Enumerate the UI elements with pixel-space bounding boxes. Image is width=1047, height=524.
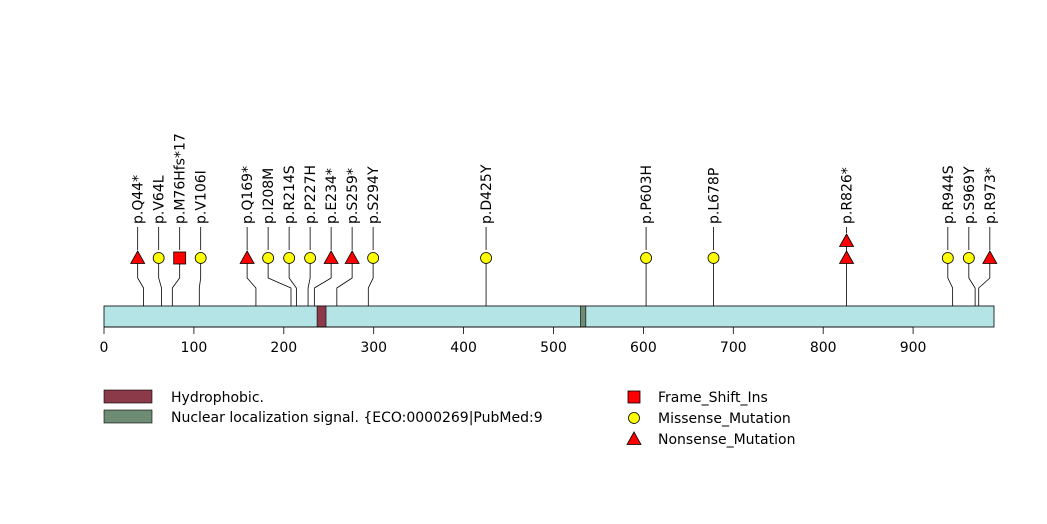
x-tick-label-800: 800 [810, 340, 837, 356]
marker-p-r826-1 [838, 250, 855, 264]
mutation-label-p-s969y: p.S969Y [962, 166, 978, 224]
mutation-label-p-r214s: p.R214S [282, 165, 298, 224]
marker-p-r826-2 [838, 233, 855, 247]
mutation-label-p-r826: p.R826* [840, 167, 856, 224]
stem-p-p227h [307, 258, 311, 306]
legend-swatch-domain-2 [103, 409, 153, 424]
legend-marker-nonsense-mutation [626, 431, 642, 445]
protein-backbone [103, 305, 995, 328]
stem-p-s259 [336, 258, 353, 306]
marker-p-e234 [323, 250, 339, 264]
marker-p-q44 [129, 250, 146, 264]
mutation-label-p-v106i: p.V106I [194, 170, 210, 224]
marker-p-r973 [982, 250, 998, 264]
mutation-label-p-e234: p.E234* [324, 168, 340, 224]
mutation-label-p-p227h: p.P227H [303, 165, 319, 224]
stem-layer [137, 227, 991, 306]
mutation-label-p-q169: p.Q169* [240, 166, 256, 224]
mutation-label-p-m76hfs-17: p.M76Hfs*17 [173, 133, 189, 224]
marker-p-v106i [194, 252, 207, 264]
stem-p-q44 [137, 258, 144, 306]
marker-p-l678p [707, 252, 720, 264]
x-tick-label-400: 400 [450, 340, 477, 356]
mutation-label-p-p603h: p.P603H [639, 165, 655, 224]
domain-nuclear-localization-signal-ec [580, 305, 587, 328]
mutation-label-layer: p.Q44* p.V64L p.M76Hfs*17 p.V106I p.Q169* p.I… [131, 133, 999, 224]
mutation-label-p-i208m: p.I208M [261, 168, 277, 224]
protein-backbone-layer [103, 305, 995, 328]
legend: Hydrophobic. Nuclear localization signal.… [103, 389, 795, 448]
legend-label-missense-mutation: Missense_Mutation [658, 411, 791, 427]
x-tick-label-700: 700 [720, 340, 747, 356]
stem-p-r214s [288, 258, 297, 306]
stem-p-i208m [267, 258, 292, 306]
stem-p-s969y [968, 258, 976, 306]
stem-p-q169 [246, 258, 257, 306]
mutation-label-p-l678p: p.L678P [707, 168, 723, 224]
marker-p-v64l [152, 252, 165, 264]
stem-p-m76hfs-17 [171, 258, 181, 306]
marker-p-s969y [962, 252, 975, 264]
stem-p-s294y [367, 258, 374, 306]
mutation-label-p-s259: p.S259* [345, 168, 361, 224]
marker-p-s294y [367, 252, 380, 264]
stem-p-r973 [978, 258, 991, 306]
stem-p-e234 [313, 258, 332, 306]
x-tick-label-300: 300 [360, 340, 387, 356]
x-tick-label-200: 200 [270, 340, 297, 356]
x-tick-label-100: 100 [181, 340, 208, 356]
legend-swatch-domain-1 [103, 389, 153, 404]
stem-p-v106i [198, 258, 202, 306]
mutation-label-p-s294y: p.S294Y [366, 166, 382, 224]
legend-label-domain-1: Hydrophobic. [171, 390, 264, 406]
legend-label-domain-2: Nuclear localization signal. {ECO:000026… [171, 410, 543, 426]
x-tick-label-900: 900 [900, 340, 927, 356]
x-tick-label-600: 600 [630, 340, 657, 356]
stem-p-v64l [158, 258, 162, 306]
marker-p-p603h [640, 252, 652, 264]
mutation-label-p-d425y: p.D425Y [479, 164, 495, 224]
mutation-label-p-r944s: p.R944S [941, 165, 957, 224]
legend-label-frame-shift-ins: Frame_Shift_Ins [658, 390, 768, 406]
x-axis: 0 100 200 300 400 500 600 700 800 900 [100, 326, 927, 356]
marker-p-q169 [239, 250, 255, 264]
mutation-label-p-v64l: p.V64L [152, 175, 168, 224]
marker-p-d425y [480, 252, 492, 264]
domain-hydrophobic [316, 305, 327, 328]
marker-p-s259 [344, 250, 360, 264]
marker-p-m76hfs-17 [173, 251, 187, 265]
x-tick-label-500: 500 [540, 340, 567, 356]
legend-marker-missense-mutation [628, 412, 640, 424]
mutation-label-p-q44: p.Q44* [131, 175, 147, 224]
x-tick-label-0: 0 [100, 340, 109, 356]
marker-p-r944s [941, 252, 954, 264]
mutation-label-p-r973: p.R973* [983, 167, 999, 224]
marker-p-r214s [283, 252, 296, 264]
stem-p-r944s [947, 258, 954, 306]
legend-marker-frame-shift-ins [627, 390, 641, 404]
legend-label-nonsense-mutation: Nonsense_Mutation [658, 432, 795, 448]
marker-p-p227h [304, 252, 317, 264]
marker-p-i208m [262, 252, 275, 264]
marker-layer [129, 233, 998, 265]
